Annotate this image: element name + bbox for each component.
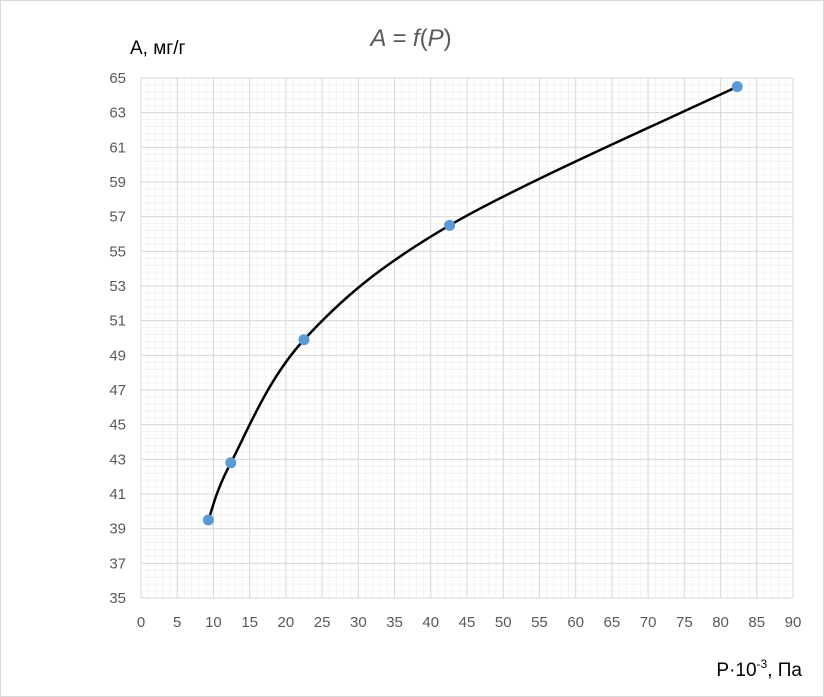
series-markers — [202, 81, 743, 526]
data-point — [444, 219, 456, 231]
y-tick-label: 41 — [109, 486, 126, 503]
x-tick-label: 70 — [640, 614, 657, 631]
x-tick-label: 50 — [495, 614, 512, 631]
y-tick-label: 35 — [109, 590, 126, 607]
x-tick-label: 20 — [278, 614, 295, 631]
y-tick-label: 45 — [109, 417, 126, 434]
x-tick-label: 45 — [459, 614, 476, 631]
x-axis-title: P·10-3, Па — [716, 657, 802, 681]
data-point — [298, 334, 310, 346]
y-tick-label: 43 — [109, 451, 126, 468]
x-tick-label: 90 — [785, 614, 802, 631]
y-tick-label: 61 — [109, 139, 126, 156]
x-tick-label: 60 — [567, 614, 584, 631]
y-tick-label: 49 — [109, 347, 126, 364]
y-tick-label: 57 — [109, 209, 126, 226]
x-tick-label: 5 — [173, 614, 181, 631]
data-point — [202, 514, 214, 526]
y-tick-label: 65 — [109, 70, 126, 87]
chart-title: A = f(P) — [368, 25, 451, 52]
x-tick-label: 15 — [241, 614, 258, 631]
y-tick-label: 59 — [109, 174, 126, 191]
y-tick-label: 37 — [109, 555, 126, 572]
x-tick-label: 75 — [676, 614, 693, 631]
x-tick-labels: 0 5 10 15 20 25 30 35 40 45 50 55 60 65 70 75 80 85 90 — [137, 614, 802, 631]
y-tick-label: 55 — [109, 243, 126, 260]
series-line-group — [207, 85, 738, 521]
x-tick-label: 55 — [531, 614, 548, 631]
x-tick-label: 10 — [205, 614, 222, 631]
x-tick-label: 35 — [386, 614, 403, 631]
y-tick-labels: 35 37 39 41 43 45 47 49 51 53 55 57 59 61 63 65 — [109, 70, 126, 607]
x-tick-label: 40 — [422, 614, 439, 631]
x-tick-label: 85 — [748, 614, 765, 631]
y-tick-label: 47 — [109, 382, 126, 399]
y-tick-label: 51 — [109, 313, 126, 330]
data-point — [731, 81, 743, 93]
x-tick-label: 25 — [314, 614, 331, 631]
major-grid — [140, 77, 794, 599]
y-axis-title: A, мг/г — [130, 38, 186, 59]
x-tick-label: 65 — [604, 614, 621, 631]
x-tick-label: 80 — [712, 614, 729, 631]
y-tick-label: 63 — [109, 105, 126, 122]
x-tick-label: 30 — [350, 614, 367, 631]
series-line — [207, 85, 738, 521]
x-tick-label: 0 — [137, 614, 145, 631]
y-tick-label: 53 — [109, 278, 126, 295]
y-tick-label: 39 — [109, 521, 126, 538]
data-point — [225, 457, 237, 469]
